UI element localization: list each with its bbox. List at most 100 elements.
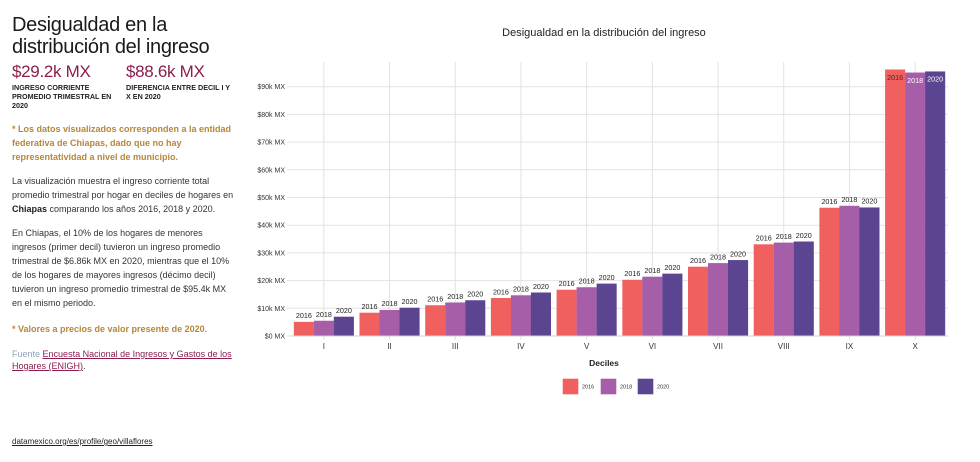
stat-value: $29.2k MX — [12, 62, 91, 81]
sidebar: Desigualdad en la distribución del ingre… — [12, 14, 234, 372]
bar-label: 2016 — [493, 287, 509, 296]
bar-label: 2018 — [644, 266, 660, 275]
bar-VII-2016 — [687, 266, 709, 337]
x-tick-label: IX — [846, 342, 854, 351]
bar-I-2016 — [293, 321, 314, 337]
bar-VI-2020 — [662, 273, 683, 337]
y-tick-label: $10k MX — [257, 306, 285, 313]
note-state-data: * Los datos visualizados corresponden a … — [12, 124, 232, 162]
source-link[interactable]: Encuesta Nacional de Ingresos y Gastos d… — [12, 349, 232, 371]
profile-url-link[interactable]: datamexico.org/es/profile/geo/villaflore… — [12, 437, 153, 446]
bar-label: 2020 — [664, 263, 680, 272]
x-tick-label: X — [912, 342, 918, 351]
bar-IV-2020 — [530, 292, 552, 337]
bar-label: 2018 — [513, 285, 529, 294]
grid — [287, 62, 948, 340]
stats-row: $29.2k MX Ingreso corriente promedio tri… — [12, 62, 234, 110]
bar-label: 2020 — [796, 231, 812, 240]
bar-IX-2020 — [859, 207, 880, 337]
y-tick-label: $30k MX — [257, 250, 285, 257]
bar-VIII-2016 — [753, 244, 774, 337]
bar-V-2020 — [596, 283, 617, 337]
bar-label: 2018 — [776, 232, 792, 241]
y-tick-label: $0 MX — [265, 334, 286, 341]
x-tick-label: III — [452, 342, 459, 351]
legend-label-2020: 2020 — [657, 385, 669, 391]
y-tick-label: $60k MX — [257, 167, 285, 174]
bar-label: 2018 — [579, 277, 595, 286]
page-title: Desigualdad en la distribución del ingre… — [12, 14, 210, 58]
bar-V-2016 — [556, 289, 577, 337]
bar-label: 2020 — [599, 273, 615, 282]
bar-label: 2018 — [316, 310, 332, 319]
bar-label: 2016 — [624, 269, 640, 278]
bar-I-2020 — [333, 316, 354, 337]
source: Fuente Encuesta Nacional de Ingresos y G… — [12, 348, 234, 372]
bar-label: 2018 — [382, 299, 398, 308]
bar-label: 2016 — [756, 234, 772, 243]
bar-label: 2020 — [402, 297, 418, 306]
bar-II-2020 — [399, 307, 420, 337]
note-prices: * Valores a precios de valor presente de… — [12, 324, 208, 334]
bar-VIII-2018 — [773, 242, 794, 337]
description-text: comparando los años 2016, 2018 y 2020. — [47, 204, 216, 214]
description-text: La visualización muestra el ingreso corr… — [12, 176, 234, 200]
bar-IV-2018 — [510, 295, 532, 337]
legend-label-2018: 2018 — [620, 385, 632, 391]
x-axis: I II III IV V VI VII VIII IX X — [291, 335, 948, 351]
bar-label: 2016 — [362, 302, 378, 311]
bar-IV-2016 — [490, 298, 511, 337]
bar-IX-2016 — [819, 207, 840, 337]
state-name: Chiapas — [12, 204, 48, 214]
legend-swatch-2016 — [562, 378, 579, 395]
bar-label: 2016 — [427, 295, 443, 304]
bar-label: 2018 — [710, 252, 726, 261]
bar-label: 2016 — [821, 197, 837, 206]
stat-income: $29.2k MX Ingreso corriente promedio tri… — [12, 62, 116, 110]
bar-label: 2020 — [927, 75, 943, 84]
x-tick-label: VIII — [778, 342, 790, 351]
bar-label: 2018 — [447, 292, 463, 301]
legend: 2016 2018 2020 — [562, 378, 669, 395]
bar-VI-2016 — [622, 279, 643, 337]
y-tick-label: $20k MX — [257, 278, 285, 285]
y-tick-label: $70k MX — [257, 140, 285, 147]
bar-label: 2020 — [336, 306, 352, 315]
source-label: Fuente — [12, 349, 41, 359]
bar-VII-2018 — [707, 263, 729, 337]
insight-paragraph: En Chiapas, el 10% de los hogares de men… — [12, 228, 230, 308]
bar-I-2018 — [313, 320, 334, 337]
x-tick-label: I — [323, 342, 325, 351]
bar-X-2016 — [885, 69, 906, 337]
y-tick-label: $90k MX — [257, 84, 285, 91]
y-tick-label: $50k MX — [257, 195, 285, 202]
legend-label-2016: 2016 — [582, 385, 594, 391]
y-axis: $0 MX $10k MX $20k MX $30k MX $40k MX $50k MX… — [257, 84, 285, 340]
bar-X-2018 — [905, 72, 926, 337]
bar-label: 2020 — [730, 249, 746, 258]
description-paragraph: La visualización muestra el ingreso corr… — [12, 174, 234, 216]
x-tick-label: II — [387, 342, 391, 351]
bar-VII-2020 — [727, 260, 749, 337]
bar-label: 2016 — [296, 311, 312, 320]
stat-label: Diferencia entre decil I y X en 2020 — [126, 83, 230, 101]
bar-III-2018 — [445, 302, 466, 337]
bar-III-2016 — [425, 305, 446, 337]
bar-X-2020 — [925, 71, 946, 337]
bar-V-2018 — [576, 287, 597, 337]
bar-label: 2020 — [533, 282, 549, 291]
bar-label: 2020 — [861, 197, 877, 206]
chart-title: Desigualdad en la distribución del ingre… — [502, 27, 706, 39]
x-tick-label: VI — [649, 342, 657, 351]
y-tick-label: $80k MX — [257, 112, 285, 119]
bar-label: 2018 — [841, 195, 857, 204]
bar-II-2018 — [379, 309, 400, 337]
bar-II-2016 — [359, 312, 380, 337]
x-tick-label: V — [584, 342, 590, 351]
bar-chart: Desigualdad en la distribución del ingre… — [257, 27, 948, 395]
bar-label: 2016 — [690, 256, 706, 265]
stat-value: $88.6k MX — [126, 62, 205, 81]
bar-III-2020 — [465, 300, 486, 337]
bar-IX-2018 — [839, 205, 860, 337]
bar-label: 2020 — [467, 290, 483, 299]
